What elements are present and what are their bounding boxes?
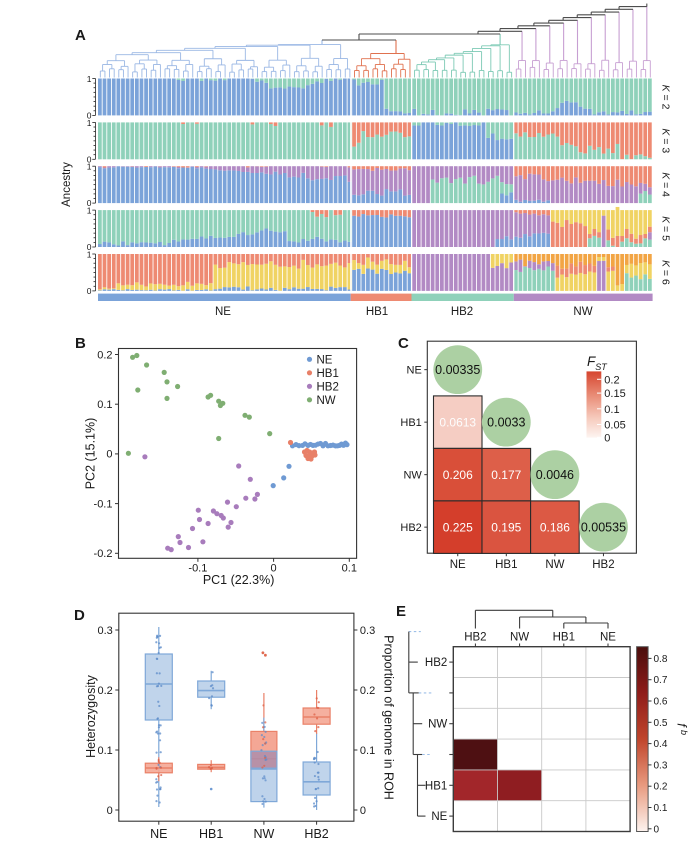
svg-text:0.1: 0.1 [654,803,668,814]
svg-text:0: 0 [87,286,92,296]
svg-text:0.195: 0.195 [491,520,521,534]
svg-text:HB1: HB1 [553,632,575,644]
svg-text:0.8: 0.8 [654,654,668,665]
svg-text:NW: NW [403,469,422,481]
svg-text:0.3: 0.3 [654,760,668,771]
svg-text:A: A [75,27,86,44]
svg-text:NE: NE [450,559,466,571]
svg-text:HB1: HB1 [495,559,517,571]
svg-text:NW: NW [317,395,336,407]
svg-text:HB1: HB1 [317,368,339,380]
svg-text:HB2: HB2 [400,522,421,534]
svg-text:0: 0 [604,432,610,444]
svg-text:1: 1 [87,206,92,216]
svg-text:HB2: HB2 [464,632,486,644]
svg-text:NW: NW [545,559,564,571]
svg-text:0.0033: 0.0033 [487,415,525,429]
svg-text:NE: NE [431,811,447,823]
svg-text:HB1: HB1 [199,827,223,841]
svg-text:D: D [74,607,85,624]
svg-text:-0.1: -0.1 [188,563,207,575]
svg-text:1: 1 [87,250,92,260]
svg-text:0.5: 0.5 [654,718,668,729]
svg-text:0.4: 0.4 [654,739,668,750]
svg-text:0: 0 [87,242,92,252]
svg-text:NW: NW [253,827,274,841]
svg-text:0.1: 0.1 [360,745,375,757]
svg-text:0.2: 0.2 [654,782,668,793]
svg-text:K = 5: K = 5 [660,216,672,241]
svg-text:E: E [396,603,406,620]
svg-text:1: 1 [87,162,92,172]
svg-text:0.1: 0.1 [98,745,113,757]
svg-text:NW: NW [510,632,529,644]
svg-text:-0.1: -0.1 [94,498,113,510]
svg-text:HB1: HB1 [425,780,447,792]
svg-text:0: 0 [107,805,113,817]
svg-text:HB2: HB2 [451,306,473,318]
svg-text:PC2 (15.1%): PC2 (15.1%) [84,418,98,490]
svg-text:0.186: 0.186 [540,520,570,534]
svg-text:0.2: 0.2 [604,374,619,386]
svg-text:0.225: 0.225 [443,520,473,534]
svg-text:HB2: HB2 [425,657,447,669]
svg-text:0.177: 0.177 [491,468,521,482]
svg-text:K = 4: K = 4 [660,172,672,197]
svg-text:0.1: 0.1 [97,399,112,411]
svg-text:0.1: 0.1 [342,563,357,575]
svg-text:0.3: 0.3 [98,625,113,637]
svg-text:HB2: HB2 [592,559,614,571]
svg-text:0.2: 0.2 [98,685,113,697]
svg-text:HB1: HB1 [366,306,388,318]
svg-text:0.15: 0.15 [604,388,625,400]
svg-text:NE: NE [407,364,422,376]
svg-text:HB2: HB2 [317,381,339,393]
svg-text:0.2: 0.2 [97,349,112,361]
svg-text:K = 2: K = 2 [660,85,672,110]
svg-text:1: 1 [87,74,92,84]
svg-text:0: 0 [87,110,92,120]
svg-text:0: 0 [87,154,92,164]
svg-text:0.1: 0.1 [604,404,619,416]
svg-text:0.6: 0.6 [654,697,668,708]
svg-text:B: B [75,335,86,352]
svg-text:1: 1 [87,118,92,128]
svg-text:0.7: 0.7 [654,675,668,686]
svg-text:0.05: 0.05 [604,420,625,432]
svg-text:HB2: HB2 [304,827,328,841]
svg-text:0: 0 [87,198,92,208]
svg-text:NW: NW [573,306,592,318]
svg-text:Proportion of genome in ROH: Proportion of genome in ROH [382,635,396,800]
svg-text:0.206: 0.206 [443,468,473,482]
svg-text:Heterozygosity: Heterozygosity [84,674,98,757]
svg-text:0.00535: 0.00535 [581,520,626,534]
svg-text:f: f [675,723,689,728]
svg-text:-0.2: -0.2 [94,548,113,560]
svg-text:0.00335: 0.00335 [435,363,480,377]
svg-text:0: 0 [271,563,277,575]
svg-text:NE: NE [317,354,333,366]
svg-text:NE: NE [150,827,167,841]
svg-text:NE: NE [600,632,616,644]
svg-text:0: 0 [106,449,112,461]
svg-text:0.0613: 0.0613 [439,415,476,429]
svg-text:0: 0 [360,805,366,817]
svg-text:K = 3: K = 3 [660,128,672,153]
svg-text:HB1: HB1 [400,417,421,429]
svg-text:0.2: 0.2 [360,685,375,697]
svg-text:0.0046: 0.0046 [536,468,574,482]
svg-text:0.3: 0.3 [360,625,375,637]
svg-text:NW: NW [428,719,447,731]
svg-text:Ancestry: Ancestry [61,162,73,207]
svg-text:NE: NE [215,306,231,318]
svg-text:b: b [679,730,689,735]
svg-text:C: C [398,335,409,352]
svg-text:PC1 (22.3%): PC1 (22.3%) [203,573,275,587]
svg-text:K = 6: K = 6 [660,260,672,285]
svg-text:0: 0 [654,824,660,835]
